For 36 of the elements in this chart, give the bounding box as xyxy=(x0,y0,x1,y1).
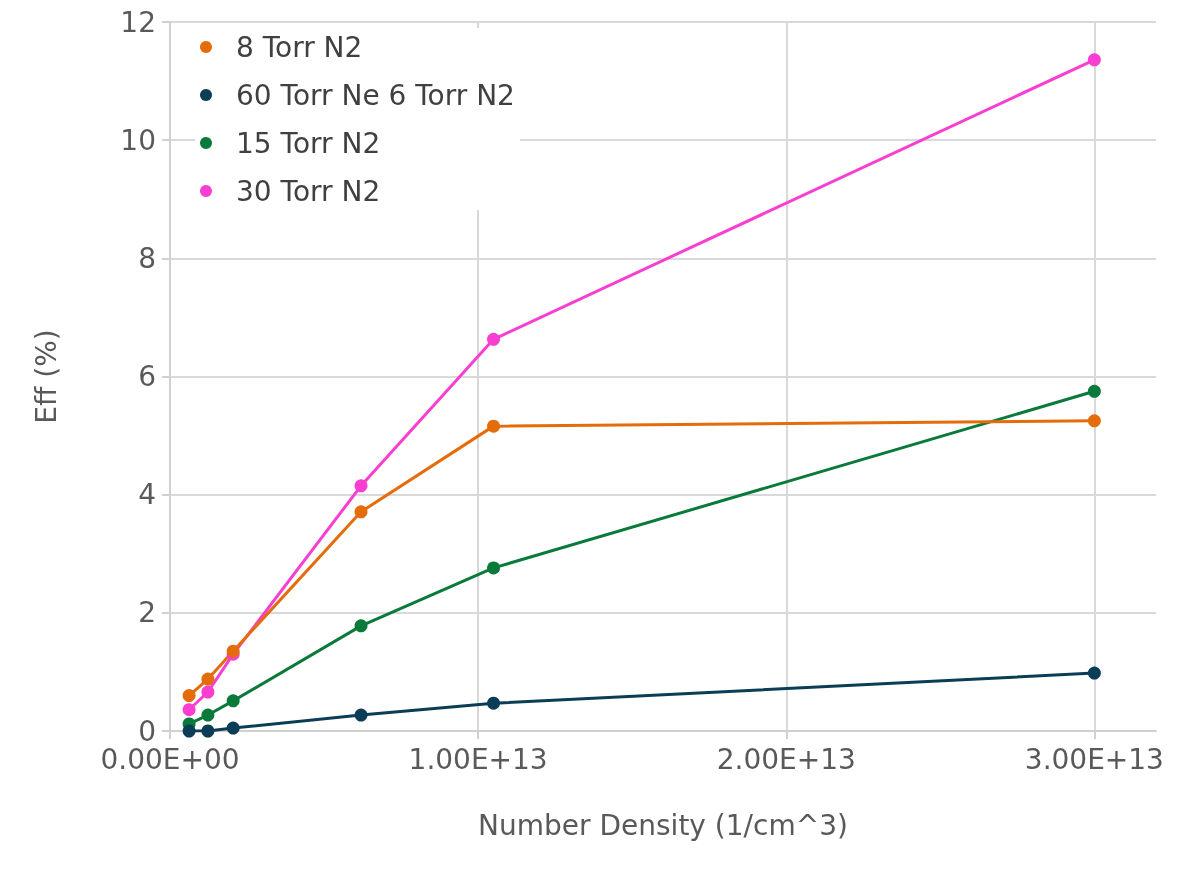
y-tick-label: 12 xyxy=(120,5,156,39)
legend-label: 30 Torr N2 xyxy=(236,174,381,208)
point xyxy=(354,505,368,519)
point xyxy=(201,724,215,738)
point xyxy=(354,479,368,493)
x-tick-label: 2.00E+13 xyxy=(716,742,856,776)
y-axis-title: Eff (%) xyxy=(29,329,63,424)
legend-label: 60 Torr Ne 6 Torr N2 xyxy=(236,78,515,112)
point xyxy=(1087,666,1101,680)
y-tick-label: 4 xyxy=(138,478,156,512)
point xyxy=(354,708,368,722)
point xyxy=(487,696,501,710)
point xyxy=(1087,414,1101,428)
point xyxy=(201,708,215,722)
point xyxy=(182,724,196,738)
y-tick-label: 8 xyxy=(138,241,156,275)
point xyxy=(226,721,240,735)
point xyxy=(487,332,501,346)
y-tick-label: 6 xyxy=(138,360,156,393)
point xyxy=(226,694,240,708)
point xyxy=(1087,53,1101,67)
point xyxy=(201,672,215,686)
point xyxy=(487,419,501,433)
y-tick-label: 2 xyxy=(138,596,156,630)
legend-label: 15 Torr N2 xyxy=(236,126,381,160)
point xyxy=(1087,384,1101,398)
x-tick-label: 3.00E+13 xyxy=(1024,742,1164,776)
point xyxy=(182,689,196,703)
point xyxy=(182,703,196,717)
y-tick-label: 10 xyxy=(120,123,156,157)
point xyxy=(201,685,215,699)
x-axis-title: Number Density (1/cm^3) xyxy=(478,808,848,842)
point xyxy=(487,561,501,575)
x-tick-label: 1.00E+13 xyxy=(408,742,548,776)
point xyxy=(354,619,368,633)
legend-label: 8 Torr N2 xyxy=(236,30,363,64)
